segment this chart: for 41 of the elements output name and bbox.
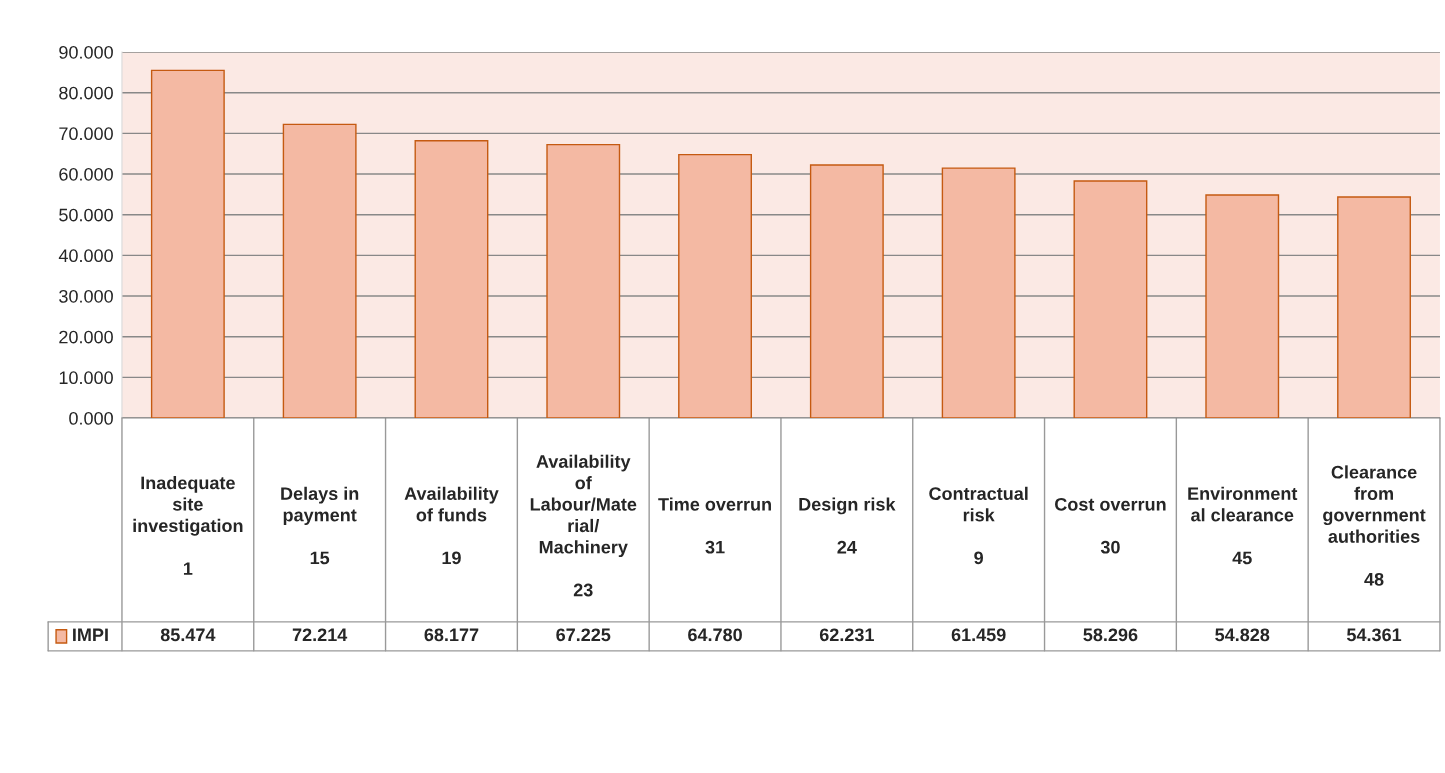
y-tick-label: 80.000 [59,86,113,100]
category-label: Contractual risk 9 [929,486,1028,565]
text: 62.231 [819,628,874,642]
bar [1337,196,1411,419]
category-label: Design risk 24 [799,497,896,554]
y-tick-label: 0.000 [69,411,113,425]
bar [546,143,621,419]
bar [150,69,225,419]
text: 72.214 [292,628,348,642]
bar [1205,194,1280,419]
y-tick-label: 70.000 [59,127,113,141]
y-tick-label: 90.000 [59,45,113,59]
y-tick-label: 50.000 [59,208,113,222]
category-label: Environment al clearance 45 [1188,486,1298,565]
y-tick-label: 30.000 [59,289,113,303]
category-label: Cost overrun 30 [1055,497,1166,554]
bar [282,123,357,419]
text: 58.296 [1083,628,1138,642]
text: 67.225 [556,628,611,642]
bar [678,153,752,419]
y-tick-label: 20.000 [59,330,113,344]
text: 54.361 [1346,628,1402,642]
text: 54.828 [1215,628,1270,642]
bar [414,140,489,419]
bar [1073,180,1148,419]
y-tick-label: 60.000 [59,167,113,181]
category-label: Inadequate site investigation 1 [133,476,243,575]
text: 64.780 [688,628,742,642]
category-label: Delays in payment 15 [281,486,359,565]
y-tick-label: 40.000 [58,249,113,263]
category-label: Time overrun 31 [658,497,771,554]
text: 61.459 [951,628,1006,642]
y-tick-label: 10.000 [59,371,113,385]
text: 68.177 [424,628,479,642]
category-label: Availability of funds 19 [404,486,499,565]
category-label: Availability of Labour/Mate rial/ Machinery 23 [530,454,637,597]
bar [941,167,1016,419]
legend-label: IMPI [73,628,108,642]
bar [809,164,884,419]
category-label: Clearance from government authorities 48 [1323,465,1426,586]
text: 85.474 [160,628,216,642]
